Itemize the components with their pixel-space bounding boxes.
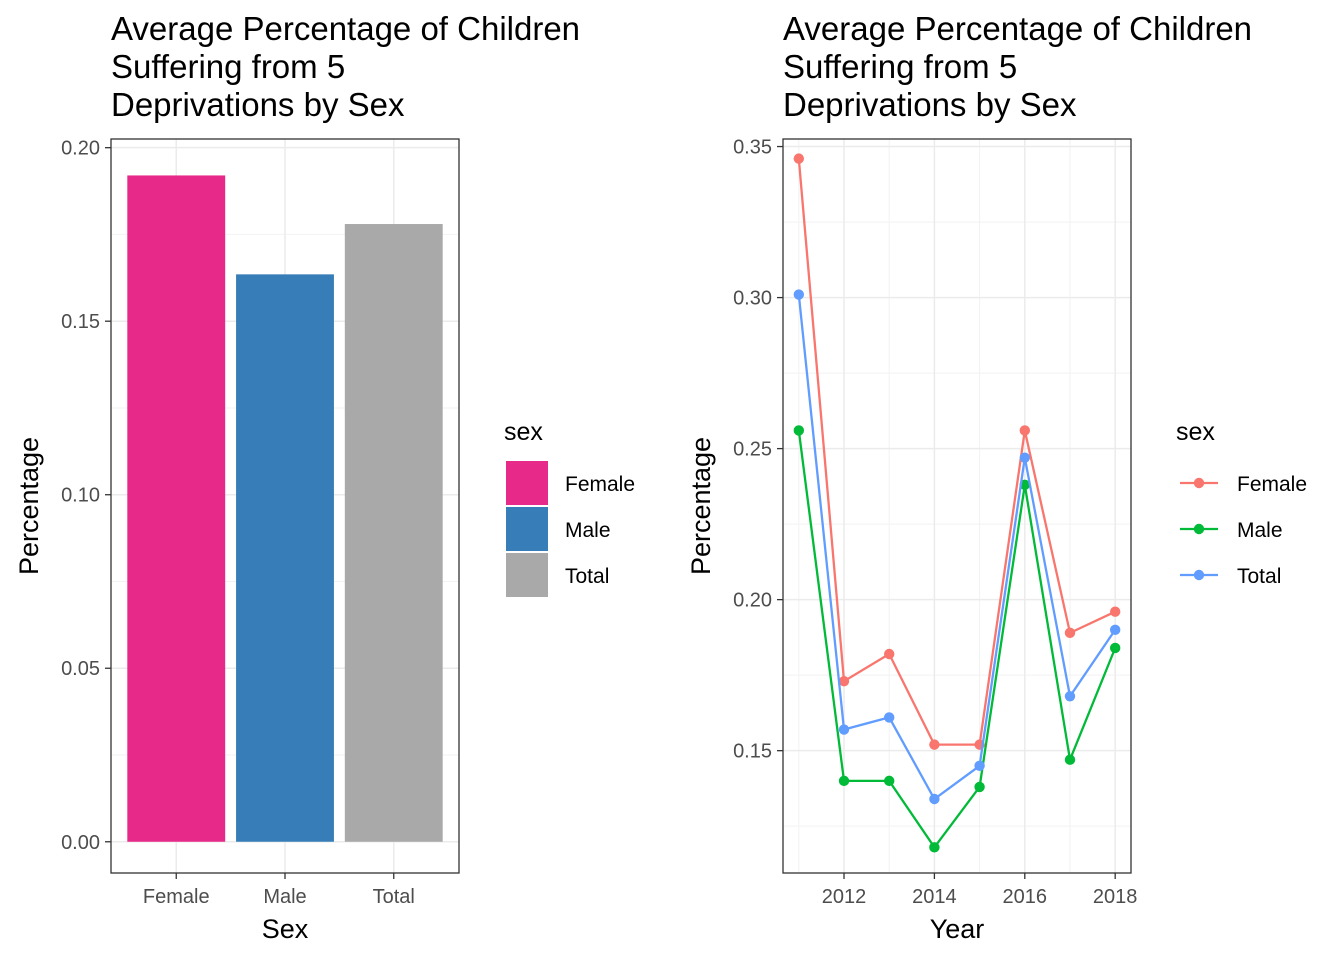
line-chart-panel-border (782, 138, 1132, 874)
bar-y-tick-label: 0.10 (61, 485, 100, 507)
line-x-tick-label: 2014 (912, 886, 957, 908)
point-total-2018 (1109, 624, 1121, 636)
bar-chart: Average Percentage of Children Suffering… (14, 10, 635, 944)
bar-legend-label-female: Female (565, 473, 635, 496)
point-total-2012 (838, 724, 850, 735)
bar-y-tick-label: 0.20 (61, 138, 100, 160)
line-chart-x-axis-label: Year (930, 914, 985, 944)
line-legend-dot-male (1193, 523, 1205, 535)
bar-legend-title: sex (504, 418, 543, 446)
line-chart-title-line-2: Suffering from 5 (783, 48, 1017, 85)
bar-x-tick-label: Total (373, 886, 415, 908)
bar-chart-legend: sex Female Male Total (504, 418, 635, 597)
point-male-2018 (1109, 642, 1121, 654)
line-legend-title: sex (1176, 418, 1215, 446)
series-line-male (797, 430, 1117, 850)
series-total (793, 289, 1121, 805)
bar-legend-label-total: Total (565, 565, 609, 588)
line-chart-x-axis: 2012 2014 2016 2018 (822, 873, 1138, 908)
line-legend-label-total: Total (1237, 565, 1281, 588)
bar-y-tick-label: 0.15 (61, 311, 100, 333)
point-male-2015 (974, 781, 985, 793)
line-chart: Average Percentage of Children Suffering… (686, 10, 1307, 944)
bar-chart-y-axis: 0.00 0.05 0.10 0.15 0.20 (61, 138, 111, 854)
line-legend-dot-female (1193, 477, 1205, 489)
point-total-2013 (884, 712, 895, 723)
bar-legend-entries: Female Male Total (506, 461, 635, 597)
line-chart-legend: sex Female Male Total (1176, 418, 1307, 588)
series-female (793, 153, 1121, 750)
bar-chart-y-axis-label: Percentage (14, 437, 44, 575)
line-legend-entries: Female Male Total (1180, 473, 1307, 588)
bar-x-tick-label: Male (263, 886, 306, 908)
point-total-2016 (1019, 452, 1030, 463)
point-total-2015 (974, 760, 985, 771)
point-female-2013 (884, 648, 895, 660)
bar-chart-panel (110, 138, 460, 874)
point-female-2016 (1019, 425, 1030, 436)
line-y-tick-label: 0.15 (733, 741, 772, 763)
bar-x-tick-label: Female (143, 886, 210, 908)
line-legend-dot-total (1193, 569, 1205, 581)
line-chart-panel (782, 138, 1132, 874)
line-y-tick-label: 0.20 (733, 590, 772, 612)
point-male-2013 (884, 775, 895, 787)
bar-y-tick-label: 0.00 (61, 832, 100, 854)
bar-legend-key-female (506, 461, 548, 505)
line-x-tick-label: 2018 (1093, 886, 1138, 908)
bar-chart-title-line-2: Suffering from 5 (111, 48, 345, 85)
point-female-2014 (929, 739, 940, 750)
line-legend-label-male: Male (1237, 519, 1283, 542)
bar-total (344, 224, 443, 842)
bar-legend-key-total (506, 553, 548, 597)
line-y-tick-label: 0.30 (733, 288, 772, 310)
point-total-2017 (1064, 691, 1076, 702)
line-chart-title-line-3: Deprivations by Sex (783, 86, 1077, 123)
line-chart-y-axis-label: Percentage (686, 437, 716, 575)
series-line-female (797, 158, 1116, 746)
bar-legend-key-male (506, 507, 548, 551)
line-chart-y-axis: 0.15 0.20 0.25 0.30 0.35 (733, 137, 783, 763)
point-male-2017 (1064, 754, 1076, 765)
point-female-2012 (838, 675, 850, 687)
bar-chart-x-axis: Female Male Total (143, 873, 415, 908)
line-chart-title-line-1: Average Percentage of Children (783, 10, 1252, 47)
line-x-tick-label: 2016 (1003, 886, 1048, 908)
bar-chart-x-axis-label: Sex (262, 914, 309, 944)
point-female-2018 (1109, 606, 1121, 617)
bar-female (127, 175, 226, 842)
line-x-tick-label: 2012 (822, 886, 867, 908)
point-female-2017 (1064, 627, 1076, 639)
line-legend-label-female: Female (1237, 473, 1307, 496)
bar-legend-label-male: Male (565, 519, 611, 542)
point-total-2014 (929, 793, 940, 805)
point-female-2011 (793, 153, 805, 164)
line-chart-series (793, 153, 1121, 853)
point-male-2011 (793, 425, 805, 436)
bar-y-tick-label: 0.05 (61, 658, 100, 680)
line-y-tick-label: 0.35 (733, 137, 772, 159)
bar-chart-title-line-3: Deprivations by Sex (111, 86, 405, 123)
line-chart-gridlines (783, 139, 1131, 873)
bar-male (236, 274, 334, 842)
series-male (793, 425, 1121, 853)
bar-chart-bars (127, 175, 443, 842)
line-y-tick-label: 0.25 (733, 439, 772, 461)
point-male-2014 (929, 842, 940, 853)
bar-chart-title-line-1: Average Percentage of Children (111, 10, 580, 47)
point-male-2012 (838, 775, 850, 787)
series-line-total (797, 294, 1117, 801)
line-chart-panel-background (783, 139, 1131, 873)
point-total-2011 (793, 289, 805, 300)
